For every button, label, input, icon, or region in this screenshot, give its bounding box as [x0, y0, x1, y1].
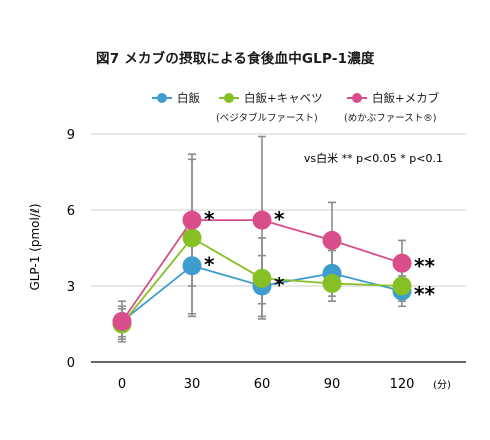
significance-mark: *: [274, 273, 285, 297]
legend-item-cabbage: 白飯+キャベツ (ベジタブルファースト): [216, 90, 409, 124]
data-point: [392, 276, 412, 296]
y-tick-labels: 0 3 6 9: [67, 128, 75, 371]
x-tick-labels: 0 30 60 90 120: [118, 377, 415, 392]
data-point: [182, 256, 202, 276]
x-tick-label: 0: [118, 377, 126, 392]
legend-swatch-mekabu: [347, 93, 367, 103]
data-point: [392, 253, 412, 273]
legend-swatch-cabbage: [219, 93, 239, 103]
x-tick-label: 30: [184, 377, 201, 392]
x-tick-label: 120: [390, 377, 415, 392]
significance-marks: ** ******: [204, 207, 435, 306]
legend-label-mekabu: 白飯+メカブ: [372, 91, 440, 105]
x-unit-label: (分): [433, 379, 451, 391]
significance-mark: *: [204, 253, 215, 277]
data-point: [182, 228, 202, 248]
legend-label-rice: 白飯: [177, 91, 200, 105]
error-bars: [118, 135, 406, 343]
y-tick-label: 0: [67, 356, 75, 371]
data-point: [112, 311, 132, 331]
y-tick-label: 6: [67, 204, 75, 219]
data-point: [182, 210, 202, 230]
data-point: [252, 268, 272, 288]
data-points: [112, 210, 412, 334]
y-axis-label: GLP-1 (pmol/ℓ): [28, 203, 42, 290]
y-tick-label: 3: [67, 280, 75, 295]
y-tick-label: 9: [67, 128, 75, 143]
data-point: [322, 273, 342, 293]
x-tick-label: 60: [254, 377, 271, 392]
chart-title: 図7 メカブの摂取による食後血中GLP-1濃度: [96, 51, 375, 67]
legend-label-cabbage: 白飯+キャベツ: [244, 91, 323, 105]
significance-mark: *: [274, 207, 285, 231]
significance-mark: **: [414, 282, 435, 306]
significance-mark: **: [414, 254, 435, 278]
significance-note: vs白米 ** p<0.05 * p<0.1: [304, 151, 443, 165]
legend-item-rice: 白飯: [152, 90, 342, 106]
x-tick-label: 90: [324, 377, 341, 392]
legend-sub-mekabu: (めかぶファースト®): [344, 113, 437, 124]
significance-mark: *: [204, 207, 215, 231]
legend-item-mekabu: 白飯+メカブ (めかぶファースト®): [344, 90, 490, 124]
legend-swatch-rice: [152, 93, 172, 103]
data-point: [322, 230, 342, 250]
data-point: [252, 210, 272, 230]
legend-sub-cabbage: (ベジタブルファースト): [216, 113, 318, 124]
